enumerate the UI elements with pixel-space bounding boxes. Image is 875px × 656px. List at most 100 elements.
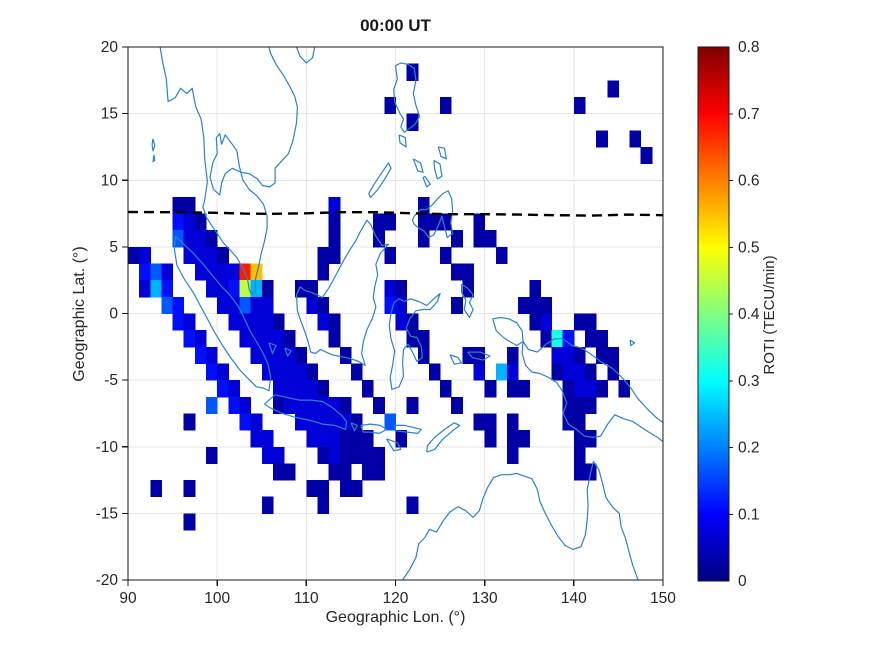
roti-cell bbox=[228, 396, 240, 414]
roti-cell bbox=[206, 363, 218, 381]
roti-cell bbox=[417, 196, 430, 215]
roti-cell bbox=[573, 396, 586, 414]
coastline bbox=[152, 154, 156, 163]
roti-cell bbox=[239, 296, 252, 314]
roti-cell bbox=[306, 380, 318, 398]
roti-cell bbox=[573, 313, 586, 331]
roti-cell bbox=[506, 413, 519, 431]
coastline bbox=[521, 338, 663, 443]
roti-cell bbox=[350, 430, 363, 448]
coastline bbox=[433, 159, 443, 180]
y-tick-label: 15 bbox=[101, 106, 118, 123]
roti-cell bbox=[395, 430, 408, 448]
roti-cell bbox=[573, 346, 586, 364]
roti-cell bbox=[284, 363, 296, 381]
roti-cell bbox=[206, 396, 218, 414]
roti-cell bbox=[172, 296, 185, 314]
roti-cell bbox=[339, 480, 352, 498]
roti-cell bbox=[417, 213, 430, 231]
roti-cell bbox=[250, 430, 263, 448]
colorbar-tick-labels: 0 0.1 0.2 0.3 0.4 0.5 0.6 0.7 0.8 bbox=[738, 39, 760, 590]
roti-cell bbox=[440, 213, 452, 231]
coastline bbox=[159, 47, 298, 296]
roti-cell bbox=[484, 230, 497, 248]
roti-cell bbox=[417, 346, 430, 364]
roti-cell bbox=[596, 346, 608, 364]
roti-cell bbox=[373, 230, 385, 248]
coastline bbox=[386, 438, 402, 452]
roti-cell bbox=[217, 263, 229, 281]
roti-cell bbox=[328, 463, 341, 481]
coastline bbox=[402, 460, 639, 580]
roti-cell bbox=[607, 363, 619, 381]
roti-cell bbox=[239, 396, 252, 414]
roti-cell bbox=[384, 96, 396, 115]
roti-cell bbox=[451, 230, 463, 248]
roti-cell bbox=[317, 263, 330, 281]
roti-cell bbox=[183, 246, 196, 265]
coastline bbox=[422, 175, 431, 188]
roti-cell bbox=[339, 463, 352, 481]
roti-cell bbox=[317, 396, 330, 414]
roti-cell bbox=[473, 213, 486, 231]
coastline bbox=[398, 134, 407, 148]
roti-cell bbox=[373, 213, 385, 231]
x-tick-label: 100 bbox=[204, 590, 230, 607]
roti-cell bbox=[462, 346, 475, 364]
roti-cell bbox=[573, 430, 586, 448]
coastlines-layer bbox=[151, 47, 663, 580]
roti-cell bbox=[272, 463, 285, 481]
colorbar-tick-label: 0.1 bbox=[738, 506, 760, 523]
roti-cell bbox=[261, 346, 274, 364]
roti-cell bbox=[250, 296, 263, 314]
coastline bbox=[151, 138, 156, 152]
coastline bbox=[412, 158, 424, 173]
roti-cell bbox=[506, 363, 519, 381]
roti-cell bbox=[350, 480, 363, 498]
heatmap-cells bbox=[128, 63, 653, 531]
roti-cell bbox=[161, 263, 174, 281]
roti-cell bbox=[239, 313, 252, 331]
roti-cell bbox=[339, 446, 352, 464]
roti-cell bbox=[306, 430, 318, 448]
roti-cell bbox=[239, 330, 252, 348]
colorbar-tick-label: 0 bbox=[738, 573, 747, 590]
roti-cell bbox=[406, 396, 419, 414]
roti-cell bbox=[350, 363, 363, 381]
roti-cell bbox=[406, 496, 419, 514]
roti-cell bbox=[317, 480, 330, 498]
roti-cell bbox=[529, 280, 541, 298]
roti-cell bbox=[183, 480, 196, 498]
roti-cell bbox=[150, 263, 162, 281]
y-tick-label: -10 bbox=[96, 439, 119, 456]
y-tick-label: 0 bbox=[109, 306, 118, 323]
y-tick-label: 10 bbox=[101, 172, 119, 189]
roti-cell bbox=[317, 296, 330, 314]
roti-cell bbox=[540, 296, 553, 314]
coastline bbox=[295, 219, 389, 367]
roti-cell bbox=[217, 246, 229, 265]
coastline bbox=[350, 422, 358, 432]
roti-cell bbox=[328, 313, 341, 331]
roti-cell bbox=[239, 263, 252, 281]
coastline bbox=[411, 190, 454, 239]
roti-cell bbox=[306, 363, 318, 381]
roti-cell bbox=[261, 280, 274, 298]
roti-cell bbox=[506, 380, 519, 398]
roti-cell bbox=[440, 246, 452, 265]
roti-cell bbox=[295, 413, 307, 431]
roti-cell bbox=[506, 430, 519, 448]
roti-cell bbox=[206, 280, 218, 298]
roti-cell bbox=[284, 463, 296, 481]
roti-cell bbox=[451, 263, 463, 281]
roti-cell bbox=[373, 463, 385, 481]
roti-cell bbox=[373, 446, 385, 464]
roti-cell bbox=[484, 430, 497, 448]
coastline bbox=[629, 339, 636, 347]
roti-cell bbox=[206, 230, 218, 248]
coastline bbox=[467, 351, 491, 361]
roti-cell bbox=[584, 396, 597, 414]
roti-cell bbox=[551, 363, 564, 381]
